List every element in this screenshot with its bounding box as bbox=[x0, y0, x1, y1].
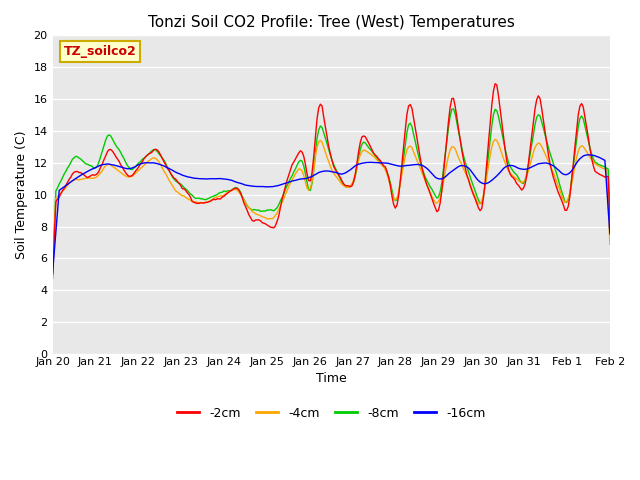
Text: TZ_soilco2: TZ_soilco2 bbox=[64, 45, 136, 58]
X-axis label: Time: Time bbox=[316, 372, 347, 385]
Legend: -2cm, -4cm, -8cm, -16cm: -2cm, -4cm, -8cm, -16cm bbox=[172, 402, 491, 425]
Title: Tonzi Soil CO2 Profile: Tree (West) Temperatures: Tonzi Soil CO2 Profile: Tree (West) Temp… bbox=[148, 15, 515, 30]
Y-axis label: Soil Temperature (C): Soil Temperature (C) bbox=[15, 131, 28, 259]
